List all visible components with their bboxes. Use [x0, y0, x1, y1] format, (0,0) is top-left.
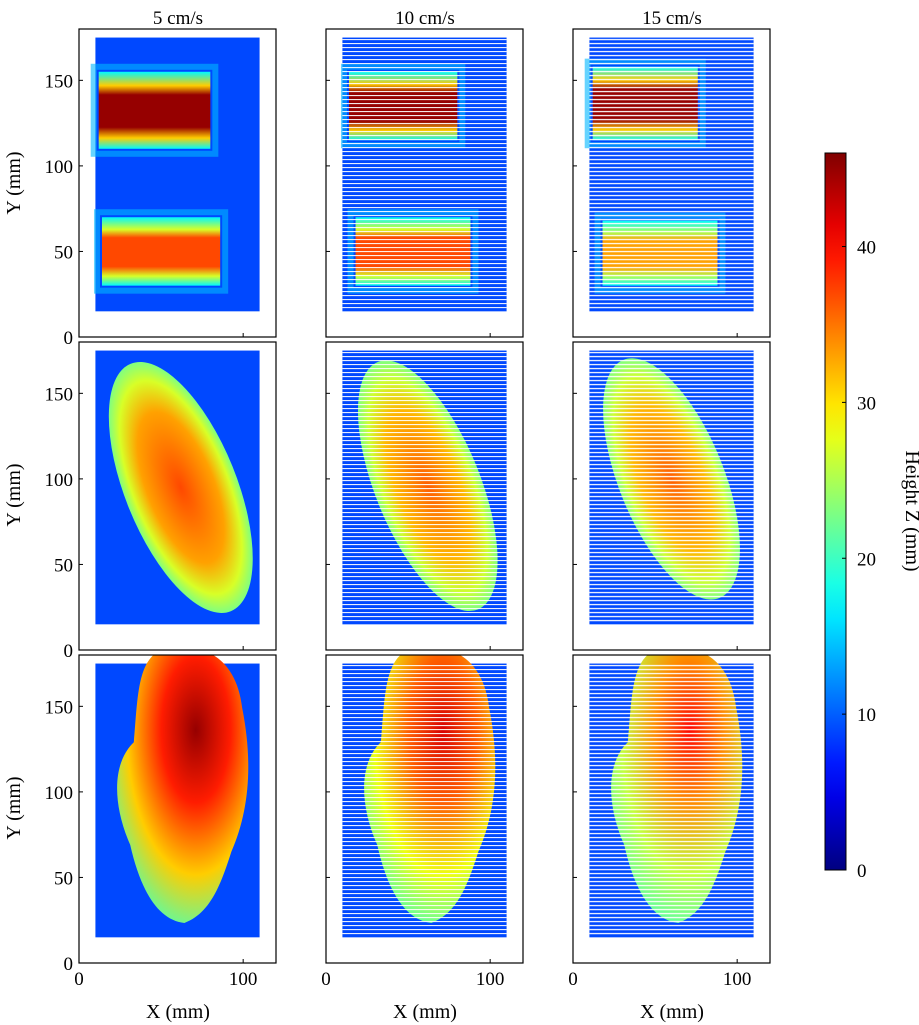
object-box-1 [348, 71, 458, 141]
panel-content [589, 655, 754, 938]
panel-frame [572, 654, 771, 964]
panel-r2-c2 [325, 341, 524, 651]
object-box-halo-1 [340, 63, 466, 149]
panel-r3-c3: 0 100 [568, 654, 771, 990]
panel-r3-c2: 0 100 [321, 654, 524, 990]
panel-r2-c1: 0 50 100 150 [45, 341, 277, 662]
object-lobed-1 [117, 655, 249, 923]
column-title-10cms: 10 cm/s [395, 8, 455, 29]
y-tick-label: 50 [54, 242, 73, 263]
panel-frame [78, 341, 277, 651]
y-tick-label: 0 [64, 954, 74, 975]
x-tick-label: 100 [229, 969, 258, 990]
panel-content [95, 655, 260, 938]
object-box-2 [101, 217, 221, 286]
colorbar-tick-label: 40 [857, 238, 876, 259]
object-box-halo-1 [90, 63, 219, 157]
x-axis-label-col2: X (mm) [393, 1001, 457, 1023]
y-axis-label-row2: Y (mm) [3, 463, 25, 526]
panel-content [342, 655, 507, 938]
panel-frame [572, 341, 771, 651]
x-tick-label: 100 [723, 969, 752, 990]
panel-frame [78, 654, 277, 964]
panel-frame [325, 28, 524, 338]
y-tick-label: 150 [45, 71, 74, 92]
column-title-5cms: 5 cm/s [153, 8, 203, 29]
y-tick-label: 100 [45, 470, 74, 491]
panel-r3-c1: 0 50 100 150 0 100 [45, 654, 277, 990]
x-tick-label: 0 [74, 969, 84, 990]
panel-frame [572, 28, 771, 338]
scan-line-gaps [342, 665, 507, 935]
panel-content [342, 350, 507, 625]
y-tick-label: 100 [45, 783, 74, 804]
object-box-halo-2 [93, 209, 229, 294]
colorbar: 0 10 20 30 40 Height Z (mm) [824, 152, 919, 882]
scan-line-gaps [342, 352, 507, 622]
panel-content [584, 37, 754, 312]
panel-r1-c3 [572, 28, 771, 338]
y-tick-label: 0 [64, 641, 74, 662]
scan-line-gaps [589, 664, 754, 935]
panel-frame [78, 28, 277, 338]
column-title-15cms: 15 cm/s [642, 8, 702, 29]
object-ellipse-1 [603, 358, 740, 600]
x-tick-label: 0 [568, 969, 578, 990]
panel-grid: 0 50 100 150 0 50 100 150 0 50 100 150 0 100 0 100 0 100 [45, 28, 771, 990]
y-tick-label: 100 [45, 157, 74, 178]
colorbar-tick-label: 10 [857, 705, 876, 726]
y-axis-label-row3: Y (mm) [3, 776, 25, 839]
x-axis-label-col1: X (mm) [146, 1001, 210, 1023]
object-ellipse-1 [108, 361, 253, 613]
panel-content [340, 37, 507, 312]
colorbar-gradient [824, 152, 847, 871]
y-axis-label-row1: Y (mm) [3, 151, 25, 214]
x-axis-label-col3: X (mm) [640, 1001, 704, 1023]
panel-frame [325, 654, 524, 964]
y-tick-label: 50 [54, 555, 73, 576]
panel-content [95, 350, 260, 625]
scan-line-gaps [589, 351, 754, 622]
object-box-1 [98, 71, 211, 149]
colorbar-label: Height Z (mm) [901, 450, 919, 571]
y-tick-label: 150 [45, 384, 74, 405]
panel-r2-c3 [572, 341, 771, 651]
x-tick-label: 100 [476, 969, 505, 990]
x-tick-label: 0 [321, 969, 331, 990]
colorbar-tick-label: 0 [857, 861, 867, 882]
colorbar-tick-label: 30 [857, 393, 876, 414]
y-tick-label: 150 [45, 697, 74, 718]
panel-content [90, 37, 260, 312]
panel-frame [325, 341, 524, 651]
y-tick-label: 50 [54, 868, 73, 889]
panel-content [589, 350, 754, 625]
y-tick-label: 0 [64, 328, 74, 349]
colorbar-ticks: 0 10 20 30 40 [842, 238, 876, 882]
panel-r1-c2 [325, 28, 524, 338]
panel-r1-c1: 0 50 100 150 [45, 28, 277, 349]
scan-line-gaps [589, 38, 754, 309]
scan-line-gaps [342, 39, 507, 309]
colorbar-tick-label: 20 [857, 549, 876, 570]
